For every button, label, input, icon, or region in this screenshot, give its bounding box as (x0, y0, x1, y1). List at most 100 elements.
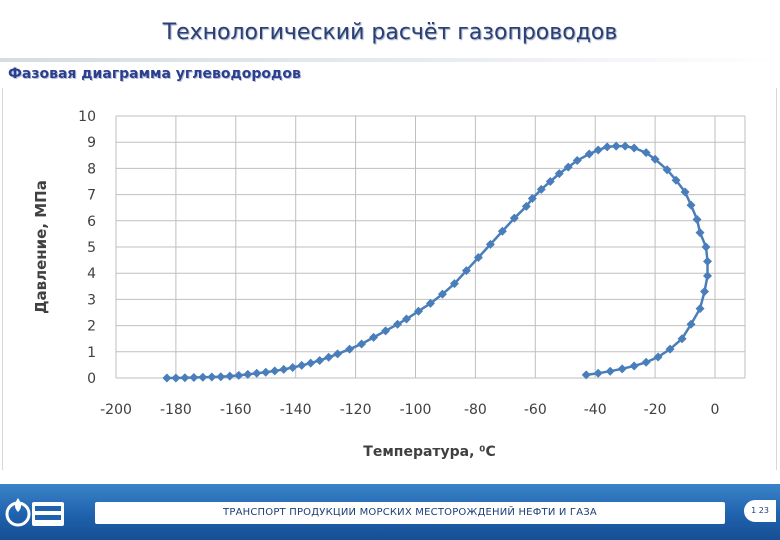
y-tick-label: 0 (87, 371, 96, 387)
x-tick-label: -120 (340, 402, 372, 418)
data-point (662, 165, 672, 175)
data-point (270, 366, 280, 376)
y-tick-label: 6 (87, 214, 96, 230)
footer-caption: ТРАНСПОРТ ПРОДУКЦИИ МОРСКИХ МЕСТОРОЖДЕНИ… (95, 502, 725, 524)
y-tick-label: 2 (87, 319, 96, 335)
x-tick-label: -180 (160, 402, 192, 418)
data-point (345, 344, 355, 354)
data-point (703, 271, 713, 281)
data-point (641, 357, 651, 367)
data-point (665, 344, 675, 354)
title-divider (0, 58, 780, 62)
data-point (243, 369, 253, 379)
data-point (297, 360, 307, 370)
data-point (234, 370, 244, 380)
data-point (572, 156, 582, 166)
x-tick-label: -100 (400, 402, 432, 418)
data-point (225, 371, 235, 381)
data-point (703, 256, 713, 266)
data-point (413, 306, 423, 316)
data-point (521, 201, 531, 211)
x-tick-label: -160 (220, 402, 252, 418)
y-tick-label: 10 (78, 109, 96, 125)
data-point (333, 349, 343, 359)
data-point (473, 252, 483, 262)
y-tick-label: 7 (87, 188, 96, 204)
gazprom-logo (5, 498, 64, 527)
data-point (425, 298, 435, 308)
footer-bar: ТРАНСПОРТ ПРОДУКЦИИ МОРСКИХ МЕСТОРОЖДЕНИ… (0, 484, 780, 540)
data-point (611, 141, 621, 151)
data-point (461, 266, 471, 276)
data-point (288, 363, 298, 373)
x-tick-label: 0 (711, 402, 720, 418)
data-point (692, 214, 702, 224)
x-tick-label: -140 (280, 402, 312, 418)
x-tick-label: -200 (100, 402, 132, 418)
data-point (485, 239, 495, 249)
x-tick-label: -40 (584, 402, 607, 418)
y-tick-label: 1 (87, 345, 96, 361)
data-point (593, 368, 603, 378)
data-point (629, 361, 639, 371)
data-point (620, 141, 630, 151)
y-tick-label: 3 (87, 292, 96, 308)
data-point (680, 187, 690, 197)
data-point (650, 154, 660, 164)
data-point (369, 332, 379, 342)
data-point (216, 372, 226, 382)
data-point (324, 352, 334, 362)
y-tick-label: 5 (87, 240, 96, 256)
data-point (584, 149, 594, 159)
data-point (306, 358, 316, 368)
data-point (563, 162, 573, 172)
data-point (189, 372, 199, 382)
data-point (629, 143, 639, 153)
series-line (166, 144, 709, 380)
x-tick-label: -60 (524, 402, 547, 418)
x-axis-label: Температура, ⁰С (363, 444, 495, 460)
data-point (701, 242, 711, 252)
data-point (695, 304, 705, 314)
data-point (581, 370, 591, 380)
data-point (700, 287, 710, 297)
data-point (686, 200, 696, 210)
data-point (171, 373, 181, 383)
data-point (402, 314, 412, 324)
slide-title: Технологический расчёт газопроводов (162, 20, 618, 45)
data-point (180, 373, 190, 383)
data-point (449, 279, 459, 289)
data-point (357, 339, 367, 349)
data-point (393, 319, 403, 329)
y-axis-label: Давление, МПа (32, 180, 50, 314)
data-point (602, 142, 612, 152)
data-point (497, 226, 507, 236)
data-point (653, 352, 663, 362)
data-point (536, 184, 546, 194)
page-number: 1 23 (744, 500, 776, 522)
data-point (162, 373, 172, 383)
data-point (545, 177, 555, 186)
slide-subtitle: Фазовая диаграмма углеводородов (8, 66, 301, 82)
data-point (252, 368, 262, 378)
data-point (315, 355, 325, 365)
data-point (554, 169, 564, 179)
data-point (527, 194, 537, 204)
y-tick-label: 9 (87, 135, 96, 151)
data-point (261, 367, 271, 377)
y-tick-label: 4 (87, 266, 96, 282)
data-point (686, 319, 696, 329)
data-point (605, 366, 615, 376)
x-tick-label: -80 (464, 402, 487, 418)
data-point (437, 289, 447, 299)
data-point (641, 148, 651, 158)
data-point (279, 364, 289, 374)
data-point (198, 372, 208, 382)
x-tick-label: -20 (644, 402, 667, 418)
data-point (509, 213, 519, 223)
y-tick-label: 8 (87, 161, 96, 177)
data-point (593, 145, 603, 155)
data-point (381, 326, 391, 336)
data-point (207, 372, 217, 382)
